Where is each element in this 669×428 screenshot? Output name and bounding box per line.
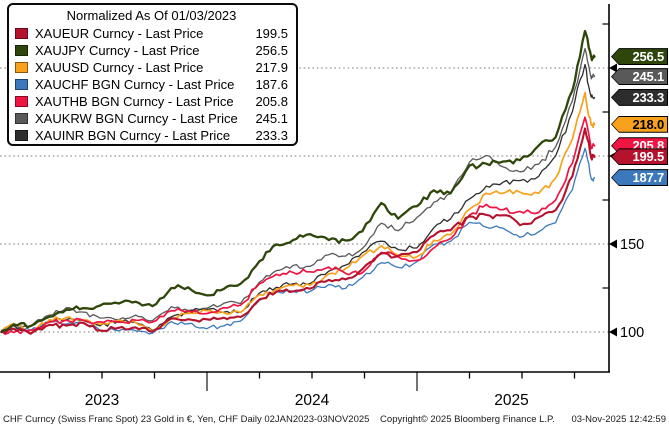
price-tag-xauchf: 187.7	[611, 169, 668, 187]
series-line-xauusd	[0, 91, 596, 335]
legend-swatch-xauthb	[15, 96, 28, 107]
legend-item-xauinr[interactable]: XAUINR BGN Curncy - Last Price 233.3	[15, 127, 288, 144]
legend-value: 187.6	[255, 77, 288, 92]
legend-swatch-xauchf	[15, 79, 28, 90]
legend-value: 199.5	[255, 26, 288, 41]
y-axis-label: 150	[620, 237, 644, 253]
footer-right: Copyright© 2025 Bloomberg Finance L.P. 0…	[380, 414, 666, 425]
x-axis-year-label: 2023	[85, 392, 119, 409]
legend-label: XAUTHB BGN Curncy - Last Price	[35, 94, 234, 109]
price-tag-xauinr: 233.3	[611, 88, 668, 106]
legend-label: XAUEUR Curncy - Last Price	[35, 26, 204, 41]
legend-label: XAUCHF BGN Curncy - Last Price	[35, 77, 235, 92]
series-lines	[0, 29, 596, 336]
legend-title: Normalized As Of 01/03/2023	[66, 8, 237, 23]
legend-swatch-xauinr	[15, 130, 28, 141]
legend-item-xauusd[interactable]: XAUUSD Curncy - Last Price 217.9	[15, 59, 288, 76]
series-line-xauthb	[0, 116, 596, 336]
legend-label: XAUUSD Curncy - Last Price	[35, 60, 204, 75]
price-tag-value: 187.7	[612, 170, 667, 186]
series-line-xaueur	[0, 127, 596, 335]
legend-item-xaueur[interactable]: XAUEUR Curncy - Last Price 199.5	[15, 25, 288, 42]
footer-description: CHF Curncy (Swiss Franc Spot) 23 Gold in…	[3, 413, 370, 425]
y-axis-label: 100	[620, 325, 644, 341]
legend-label: XAUINR BGN Curncy - Last Price	[35, 128, 231, 143]
legend-swatch-xaujpy	[15, 45, 28, 56]
chart-footer: CHF Curncy (Swiss Franc Spot) 23 Gold in…	[0, 412, 669, 426]
legend-swatch-xaukrw	[15, 113, 28, 124]
legend-value: 233.3	[255, 128, 288, 143]
legend-value: 245.1	[255, 111, 288, 126]
price-tag-value: 218.0	[612, 116, 667, 132]
legend-value: 256.5	[255, 43, 288, 58]
legend-swatch-xaueur	[15, 28, 28, 39]
price-tag-xaueur: 199.5	[611, 148, 668, 166]
price-tag-value: 256.5	[612, 49, 667, 65]
series-line-xaukrw	[0, 47, 596, 334]
series-line-xauinr	[0, 63, 596, 334]
legend-value: 217.9	[255, 60, 288, 75]
footer-copyright: Copyright© 2025 Bloomberg Finance L.P.	[380, 413, 555, 425]
legend-item-xaujpy[interactable]: XAUJPY Curncy - Last Price 256.5	[15, 42, 288, 59]
price-tag-xaujpy: 256.5	[611, 48, 668, 66]
chart-legend[interactable]: Normalized As Of 01/03/2023 XAUEUR Curnc…	[7, 3, 298, 146]
x-axis-year-label: 2024	[295, 392, 330, 409]
series-line-xaujpy	[0, 29, 596, 334]
legend-label: XAUKRW BGN Curncy - Last Price	[35, 111, 238, 126]
x-axis-year-label: 2025	[494, 392, 528, 409]
legend-value: 205.8	[255, 94, 288, 109]
series-line-xauchf	[0, 147, 596, 335]
price-tag-value: 245.1	[612, 69, 667, 85]
legend-label: XAUJPY Curncy - Last Price	[35, 43, 200, 58]
legend-swatch-xauusd	[15, 62, 28, 73]
price-tag-xauusd: 218.0	[611, 115, 668, 133]
price-tag-xaukrw: 245.1	[611, 68, 668, 86]
price-tag-value: 199.5	[612, 149, 667, 165]
price-tag-value: 233.3	[612, 89, 667, 105]
legend-item-xauthb[interactable]: XAUTHB BGN Curncy - Last Price 205.8	[15, 93, 288, 110]
legend-item-xauchf[interactable]: XAUCHF BGN Curncy - Last Price 187.6	[15, 76, 288, 93]
axis-labels: 150 100 2023 2024 2025	[85, 237, 644, 409]
legend-rows: XAUEUR Curncy - Last Price 199.5 XAUJPY Cu…	[15, 25, 288, 144]
footer-timestamp: 03-Nov-2025 12:42:59	[571, 413, 666, 425]
legend-item-xaukrw[interactable]: XAUKRW BGN Curncy - Last Price 245.1	[15, 110, 288, 127]
